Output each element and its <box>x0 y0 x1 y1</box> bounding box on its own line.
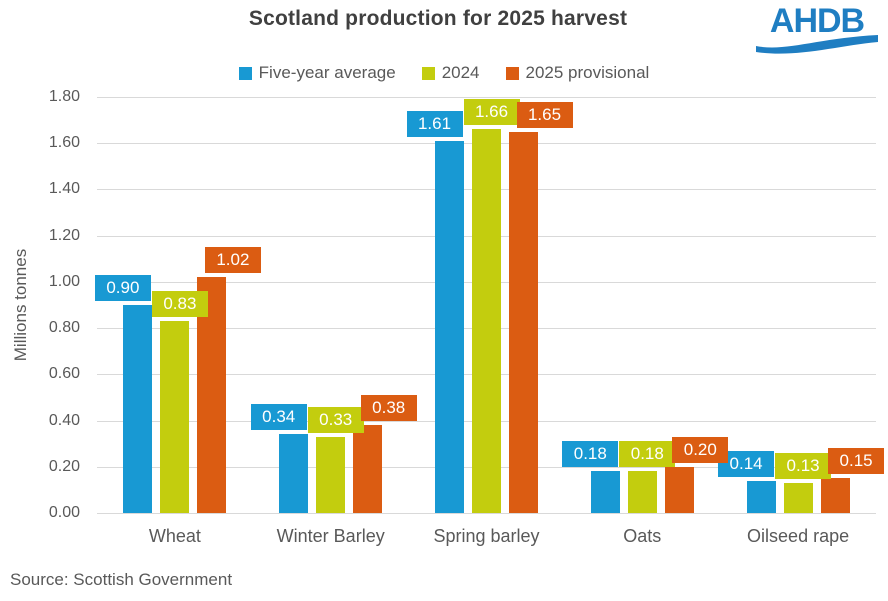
y-tick-label: 0.20 <box>48 457 80 475</box>
x-category-label: Spring barley <box>433 526 540 546</box>
legend-label: 2024 <box>441 63 480 82</box>
y-tick-label: 1.80 <box>48 88 80 105</box>
legend-item: Five-year average <box>238 63 396 83</box>
y-tick-label: 1.20 <box>48 226 80 244</box>
ahdb-logo-wave-icon <box>756 35 878 54</box>
bar <box>664 466 694 513</box>
bar <box>472 129 501 513</box>
bar <box>353 425 383 513</box>
ahdb-logo-text: AHDB <box>769 2 865 40</box>
legend-label: Five-year average <box>258 63 396 82</box>
bar-value-label: 1.65 <box>516 101 573 128</box>
legend-swatch <box>421 66 435 80</box>
bar-value-label: 1.66 <box>463 99 520 126</box>
legend: Five-year average 2024 2025 provisional <box>0 60 888 86</box>
bar <box>435 140 464 513</box>
bar <box>627 471 657 513</box>
legend-item: 2024 <box>421 63 480 83</box>
bar <box>123 305 153 513</box>
x-category-label: Wheat <box>148 526 201 546</box>
y-tick-label: 0.00 <box>48 504 80 521</box>
y-tick-label: 1.00 <box>48 272 80 290</box>
bar-value-label: 0.33 <box>307 406 364 433</box>
x-category-label: Oats <box>623 526 662 546</box>
bar-value-label: 0.20 <box>672 436 729 463</box>
bar-value-label: 1.02 <box>204 247 261 274</box>
bar <box>316 436 346 513</box>
y-tick-label: 1.40 <box>48 180 80 198</box>
bar-value-label: 0.18 <box>619 441 676 468</box>
source-note: Source: Scottish Government <box>10 570 233 589</box>
x-category-label: Oilseed rape <box>747 526 850 546</box>
bar <box>820 478 850 513</box>
ahdb-logo: AHDB <box>756 2 878 54</box>
gridline <box>97 97 876 98</box>
bar <box>590 471 620 513</box>
gridline <box>97 513 876 514</box>
bar-value-label: 0.34 <box>250 404 307 431</box>
chart-title: Scotland production for 2025 harvest <box>248 7 628 30</box>
bar-value-label: 0.15 <box>828 448 885 475</box>
legend-swatch <box>238 66 252 80</box>
bar <box>783 482 813 513</box>
bar-value-label: 0.38 <box>360 395 417 422</box>
bar-value-label: 0.90 <box>94 275 151 301</box>
bar <box>160 321 190 513</box>
y-axis-title: Millions tonnes <box>11 248 30 362</box>
bar-value-label: 1.61 <box>406 110 463 137</box>
bar-value-label: 0.13 <box>775 452 832 479</box>
y-tick-label: 0.80 <box>48 319 80 337</box>
y-tick-label: 0.40 <box>48 411 80 429</box>
legend-swatch <box>505 66 519 80</box>
bar <box>279 434 309 513</box>
x-category-label: Winter Barley <box>276 526 385 546</box>
bar-value-label: 0.83 <box>151 291 208 318</box>
legend-item: 2025 provisional <box>505 63 650 83</box>
legend-label: 2025 provisional <box>525 63 650 82</box>
y-tick-label: 1.60 <box>48 134 80 152</box>
bar <box>509 131 538 513</box>
bar-value-label: 0.18 <box>562 441 619 468</box>
y-tick-label: 0.60 <box>48 365 80 383</box>
bar <box>746 480 776 513</box>
